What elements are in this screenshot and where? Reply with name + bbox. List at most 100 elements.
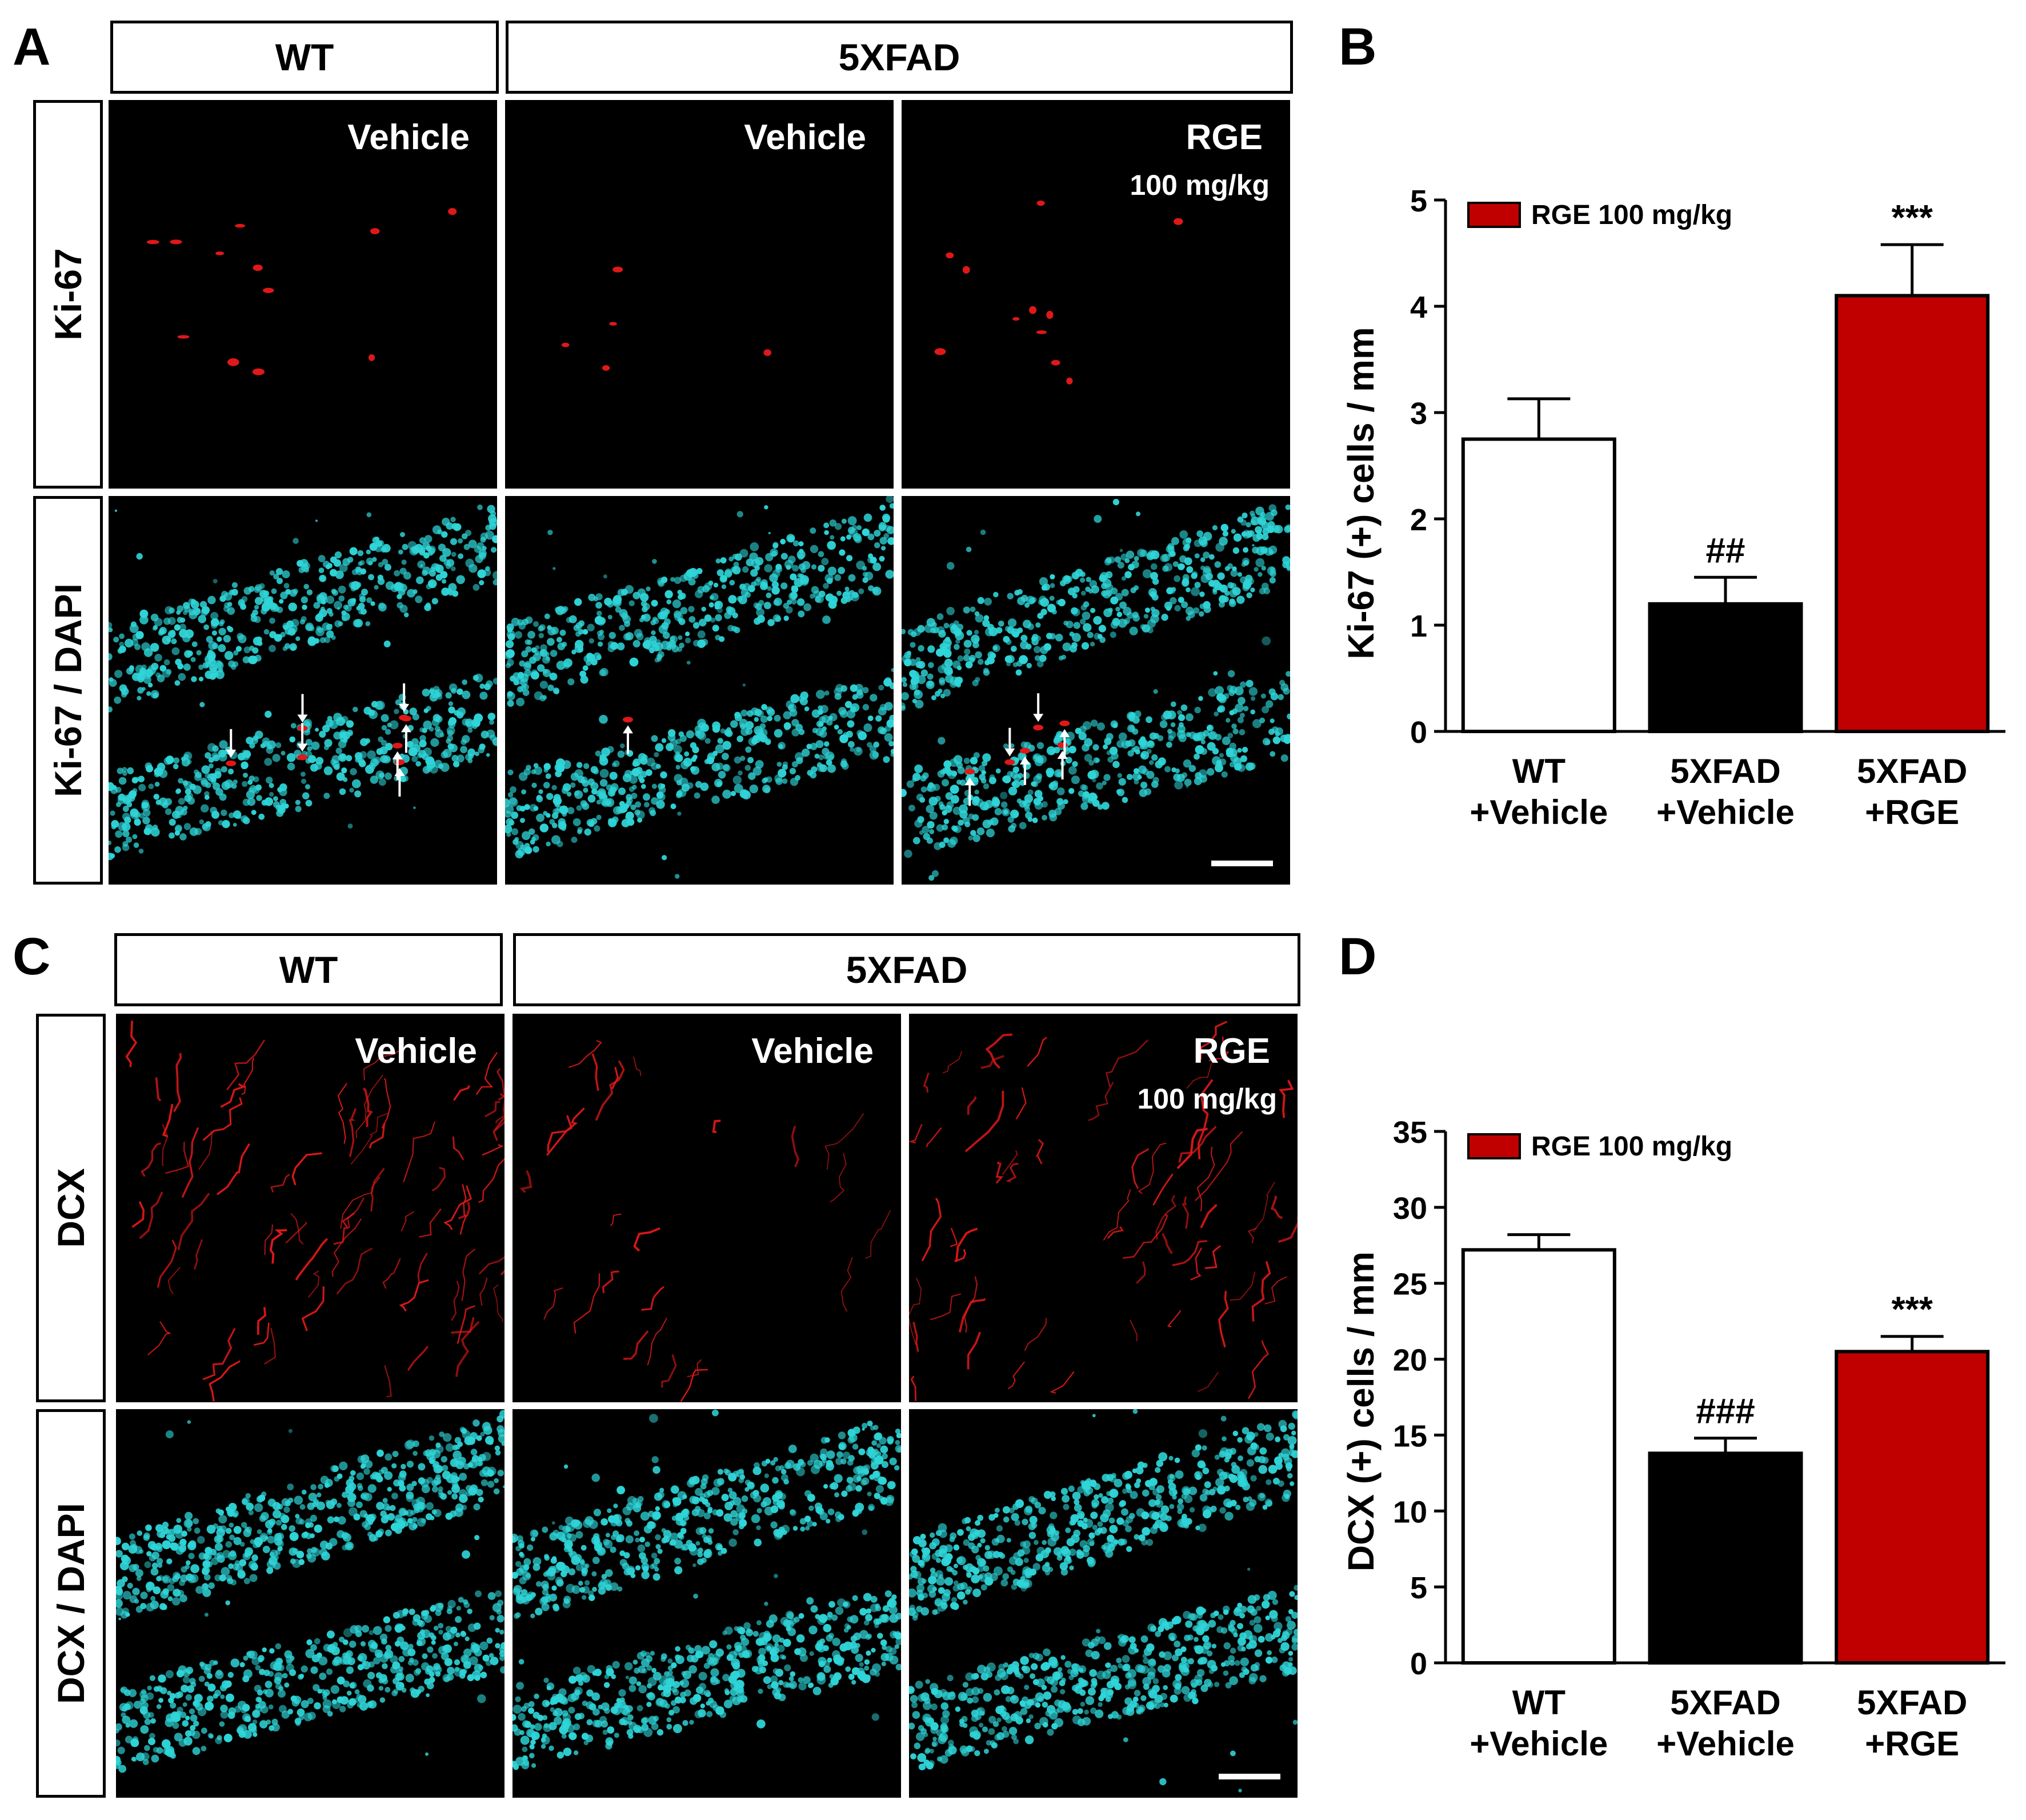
nucleus — [170, 1702, 177, 1709]
nucleus — [225, 1541, 233, 1548]
nucleus — [385, 1453, 393, 1461]
nucleus — [322, 1705, 331, 1713]
nucleus — [945, 792, 953, 800]
nucleus — [657, 1549, 663, 1554]
nucleus — [920, 786, 927, 793]
dcx-fiber — [647, 1318, 667, 1366]
nucleus — [248, 586, 255, 593]
nucleus — [931, 695, 936, 701]
nucleus — [412, 1517, 418, 1522]
nucleus — [1034, 646, 1041, 654]
nucleus — [586, 1719, 593, 1726]
dcx-fiber — [1035, 1139, 1044, 1165]
nucleus — [531, 669, 538, 676]
nucleus — [603, 1682, 610, 1688]
nucleus — [595, 593, 603, 601]
nucleus — [1063, 799, 1068, 805]
nucleus — [290, 723, 297, 729]
nucleus — [574, 639, 584, 649]
nucleus — [277, 1664, 285, 1671]
nucleus — [351, 598, 357, 603]
nucleus — [255, 1697, 262, 1703]
nucleus — [778, 1502, 785, 1510]
row-label-ki67: Ki-67 — [33, 100, 103, 489]
nucleus — [273, 1510, 282, 1519]
nucleus — [401, 559, 407, 565]
nucleus — [419, 547, 426, 553]
nucleus — [549, 1593, 557, 1602]
nucleus — [269, 783, 274, 789]
nucleus — [804, 706, 810, 711]
nucleus — [1252, 546, 1259, 554]
nucleus — [656, 657, 662, 662]
nucleus — [425, 1752, 429, 1756]
nucleus — [801, 749, 810, 757]
nucleus — [650, 1651, 655, 1656]
dcx-fiber — [457, 1305, 475, 1344]
nucleus — [722, 764, 730, 771]
nucleus — [1215, 686, 1224, 695]
nucleus — [324, 637, 331, 643]
nucleus — [139, 667, 147, 675]
nucleus — [450, 1626, 458, 1634]
nucleus — [435, 691, 441, 698]
nucleus — [220, 1694, 225, 1699]
dcx-signal-layer — [909, 1021, 1298, 1401]
nucleus — [529, 657, 536, 664]
nucleus — [551, 1585, 557, 1591]
nucleus — [214, 1574, 222, 1582]
nucleus — [735, 1469, 744, 1478]
nucleus — [262, 1647, 267, 1653]
nucleus — [227, 1551, 237, 1561]
nucleus — [1040, 646, 1048, 654]
nucleus — [121, 687, 129, 695]
nucleus — [531, 782, 537, 788]
nucleus — [349, 582, 356, 589]
nucleus — [214, 660, 222, 668]
dcx-fiber — [496, 1068, 505, 1101]
nucleus — [1228, 599, 1236, 607]
nucleus — [339, 563, 348, 573]
nucleus — [288, 602, 297, 611]
nucleus — [1170, 597, 1177, 605]
nucleus — [493, 579, 497, 586]
nucleus — [445, 692, 452, 699]
nucleus — [543, 782, 550, 789]
dcx-fiber — [519, 1170, 532, 1193]
nucleus — [619, 625, 625, 631]
dcx-fiber — [921, 1197, 942, 1262]
nucleus — [166, 1558, 173, 1564]
nucleus — [764, 505, 768, 510]
nucleus — [368, 574, 374, 581]
nucleus — [943, 760, 952, 769]
nucleus — [152, 692, 158, 698]
nucleus — [1148, 760, 1154, 765]
nucleus — [792, 1526, 798, 1531]
nucleus — [872, 1663, 881, 1673]
nucleus — [431, 598, 438, 605]
ki67-positive-cell — [561, 342, 570, 347]
nucleus — [419, 537, 426, 544]
nucleus — [563, 662, 570, 669]
nucleus — [1230, 569, 1238, 577]
dcx-fiber — [967, 1096, 977, 1115]
nucleus — [258, 813, 265, 820]
nucleus — [1231, 529, 1236, 534]
nucleus — [506, 832, 511, 837]
legend: RGE 100 mg/kg — [1467, 200, 1732, 230]
nucleus — [1252, 534, 1260, 542]
nucleus — [886, 496, 894, 503]
nucleus — [338, 595, 345, 602]
nucleus — [1112, 761, 1120, 769]
nucleus — [568, 1568, 576, 1575]
nucleus — [378, 1469, 385, 1475]
nucleus — [273, 573, 279, 580]
nucleus — [568, 1551, 573, 1556]
nucleus — [1270, 567, 1275, 573]
nucleus — [1034, 790, 1043, 798]
nucleus — [479, 683, 485, 689]
nucleus — [666, 599, 672, 605]
nucleus — [541, 1737, 546, 1742]
nucleus — [993, 591, 999, 598]
nucleus — [1212, 525, 1218, 531]
